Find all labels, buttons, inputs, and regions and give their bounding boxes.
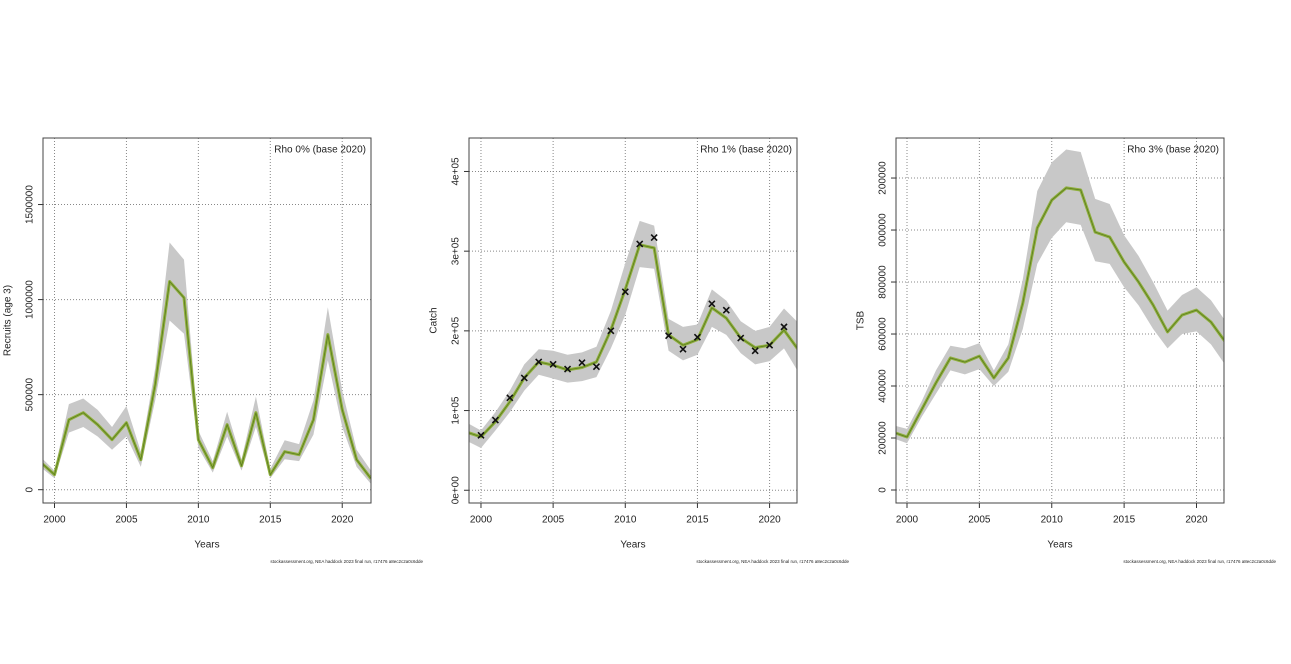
y-tick-label: 200000 — [878, 421, 889, 455]
y-tick-label: 800000 — [878, 265, 889, 299]
y-tick-label: 4e+05 — [451, 157, 462, 186]
observation — [477, 431, 485, 439]
observation — [679, 345, 687, 353]
observation — [650, 234, 658, 242]
estimate-line-core — [43, 280, 371, 479]
footer: stockassessment.org, NEA haddock 2023 fi… — [696, 559, 849, 564]
y-axis-title: Catch — [429, 307, 440, 333]
x-tick-label: 2015 — [259, 515, 282, 526]
observation — [506, 394, 514, 402]
y-tick-label: 1e+05 — [451, 396, 462, 425]
y-tick-label: 0e+00 — [451, 476, 462, 505]
x-axis-title: Years — [620, 540, 645, 551]
x-tick-label: 2005 — [542, 515, 565, 526]
observation — [578, 359, 586, 367]
footer: stockassessment.org, NEA haddock 2023 fi… — [1123, 559, 1276, 564]
observation — [737, 334, 745, 342]
observation — [665, 332, 673, 340]
x-axis-title: Years — [194, 540, 219, 551]
observation — [766, 341, 774, 349]
x-tick-label: 2005 — [115, 515, 138, 526]
x-tick-label: 2020 — [331, 515, 354, 526]
observation — [592, 363, 600, 371]
observation — [563, 365, 572, 373]
annotation: Rho 0% (base 2020) — [274, 145, 366, 156]
observation — [636, 240, 644, 248]
y-axis-title: Recruits (age 3) — [3, 285, 14, 356]
plot-frame — [42, 137, 372, 504]
observation — [751, 347, 759, 355]
y-tick-label: 3e+05 — [451, 237, 462, 266]
x-axis-title: Years — [1047, 540, 1072, 551]
x-tick-label: 2010 — [1041, 515, 1064, 526]
plot-area — [469, 220, 797, 449]
y-tick-label: 0 — [878, 487, 889, 493]
plot-frame — [895, 137, 1225, 504]
x-tick-label: 2000 — [896, 515, 919, 526]
x-tick-label: 2000 — [470, 515, 493, 526]
observation — [535, 358, 543, 366]
estimate-line-core — [896, 187, 1224, 438]
x-tick-label: 2010 — [614, 515, 637, 526]
x-tick-label: 2015 — [1113, 515, 1136, 526]
observation — [491, 416, 499, 424]
observation — [549, 360, 557, 368]
y-tick-label: 2e+05 — [451, 316, 462, 345]
y-tick-label: 600000 — [878, 317, 889, 351]
observation — [607, 327, 615, 335]
x-tick-label: 2020 — [758, 515, 781, 526]
confidence-band — [43, 242, 371, 484]
y-tick-label: 1000000 — [25, 280, 36, 319]
footer: stockassessment.org, NEA haddock 2023 fi… — [270, 559, 423, 564]
observation — [780, 323, 788, 331]
x-tick-label: 2020 — [1185, 515, 1208, 526]
y-tick-label: 500000 — [25, 378, 36, 412]
plot-area — [896, 149, 1224, 444]
observation — [520, 374, 528, 382]
x-tick-label: 2015 — [686, 515, 709, 526]
observation — [708, 300, 716, 308]
annotation: Rho 1% (base 2020) — [700, 145, 792, 156]
observation — [693, 333, 701, 341]
x-tick-label: 2005 — [968, 515, 991, 526]
y-tick-label: 1500000 — [25, 185, 36, 224]
observation — [722, 306, 730, 314]
observation — [621, 288, 629, 296]
confidence-band — [469, 220, 797, 449]
confidence-band — [896, 149, 1224, 444]
y-tick-label: 200000 — [878, 161, 889, 195]
plot-area — [43, 242, 371, 484]
y-tick-label: 0 — [25, 486, 36, 492]
x-tick-label: 2010 — [187, 515, 210, 526]
x-tick-label: 2000 — [43, 515, 66, 526]
y-axis-title: TSB — [856, 310, 867, 330]
annotation: Rho 3% (base 2020) — [1127, 145, 1219, 156]
y-tick-label: 400000 — [878, 369, 889, 403]
plot-frame — [468, 137, 798, 504]
y-tick-label: 000000 — [878, 213, 889, 247]
